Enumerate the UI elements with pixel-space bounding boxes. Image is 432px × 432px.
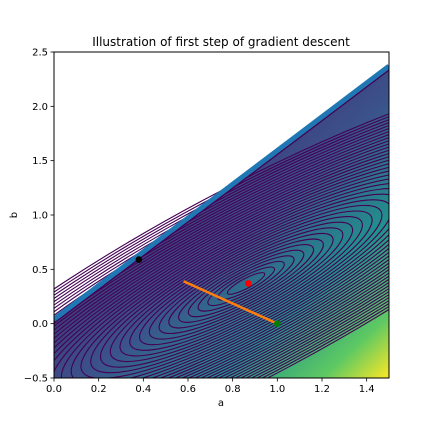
contour-line — [54, 171, 389, 378]
x-axis: 0.0 0.2 0.4 0.6 0.8 1.0 1.2 1.4 — [46, 378, 375, 395]
contour-line — [54, 98, 389, 378]
contour-line — [226, 272, 266, 295]
contour-line — [54, 92, 389, 378]
contour-line — [54, 148, 389, 378]
contour-line — [60, 176, 389, 378]
contour-line — [70, 182, 389, 378]
y-tick-label: 1.5 — [32, 156, 48, 167]
black-point — [135, 256, 143, 263]
x-tick-label: 0.8 — [225, 384, 241, 395]
x-tick-label: 1.2 — [314, 384, 330, 395]
x-tick-label: 0.2 — [91, 384, 107, 395]
contour-line — [54, 165, 389, 378]
x-tick-label: 1.0 — [269, 384, 285, 395]
contour-line — [54, 131, 389, 378]
contour-line — [54, 87, 389, 378]
contour-line — [217, 266, 276, 301]
x-tick-label: 0.0 — [46, 384, 62, 395]
contour-line — [178, 244, 315, 323]
y-axis-label: b — [9, 212, 20, 218]
y-tick-label: −0.5 — [24, 374, 48, 385]
contour-line — [54, 143, 389, 378]
red-point — [245, 280, 252, 287]
contour-line — [129, 216, 363, 351]
y-tick-label: 2.5 — [32, 48, 48, 59]
x-axis-label: a — [218, 398, 224, 409]
contour-line — [158, 232, 334, 335]
ridge-contour-edge — [54, 69, 389, 324]
x-tick-label: 1.4 — [359, 384, 375, 395]
contour-line — [54, 103, 389, 378]
contour-line — [54, 70, 389, 378]
contour-line — [197, 255, 295, 312]
x-tick-label: 0.6 — [180, 384, 196, 395]
y-tick-label: 1.0 — [32, 211, 48, 222]
contour-line — [54, 120, 389, 378]
contour-line — [54, 154, 389, 378]
contour-line — [54, 109, 389, 378]
y-axis: −0.5 0.0 0.5 1.0 1.5 2.0 2.5 — [24, 48, 54, 385]
y-tick-label: 0.5 — [32, 265, 48, 276]
contour-line — [138, 221, 354, 346]
contour-line — [54, 159, 389, 378]
contour-line — [207, 260, 285, 307]
x-tick-label: 0.4 — [135, 384, 151, 395]
contour-line — [54, 126, 389, 378]
contour-line — [54, 137, 389, 378]
contour-line — [168, 238, 324, 329]
contour-line — [187, 249, 305, 318]
y-tick-label: 0.0 — [32, 319, 48, 330]
y-tick-label: 2.0 — [32, 102, 48, 113]
contour-line — [54, 115, 389, 378]
contour-line — [99, 199, 389, 368]
contour-line — [109, 204, 383, 363]
ridge-band — [54, 64, 389, 324]
gradient-step-line — [183, 280, 278, 325]
contour-line — [119, 210, 373, 357]
green-point — [274, 320, 281, 327]
annotation-marks — [135, 256, 281, 327]
contour-line — [148, 227, 344, 340]
ridge-line — [54, 64, 389, 322]
chart-title: Illustration of first step of gradient d… — [92, 35, 350, 49]
